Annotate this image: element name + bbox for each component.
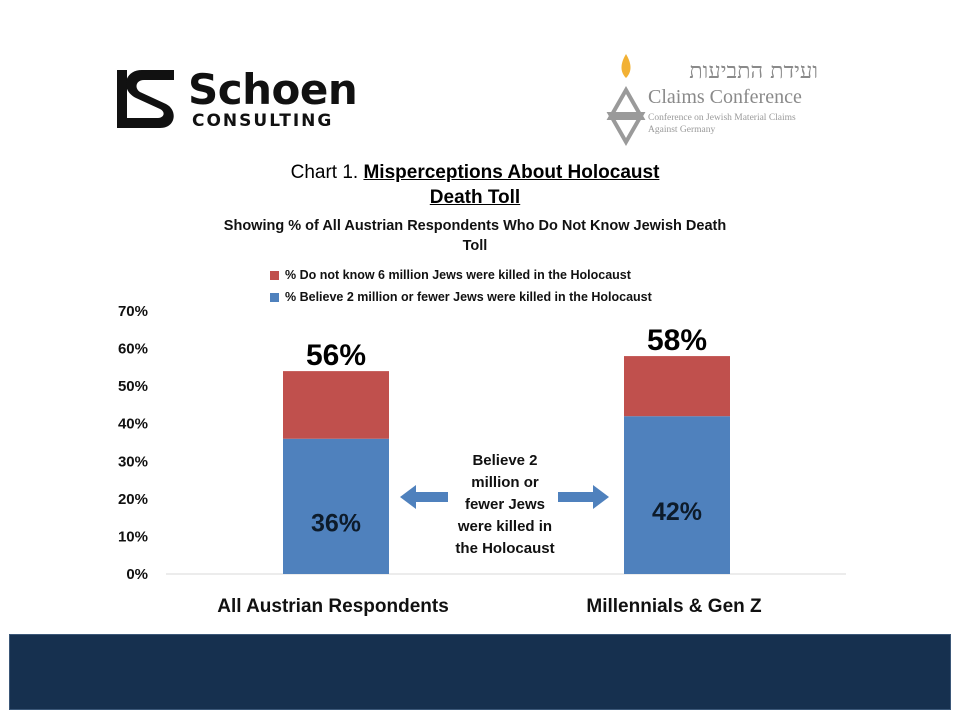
left-arrow-icon bbox=[400, 485, 448, 509]
legend-label-believe-2-million: % Believe 2 million or fewer Jews were k… bbox=[285, 290, 652, 304]
chart-subtitle-line1: Showing % of All Austrian Respondents Wh… bbox=[223, 218, 727, 234]
annotation-line-3: fewer Jews bbox=[464, 496, 546, 513]
bar-segment-dont-know bbox=[283, 371, 389, 439]
claims-conference-subtitle-line1: Conference on Jewish Material Claims bbox=[648, 113, 796, 123]
bar-segment-believe-2-million bbox=[283, 438, 389, 574]
y-tick-label: 20% bbox=[118, 491, 148, 508]
bar-total-label: 56% bbox=[306, 339, 366, 372]
claims-conference-hebrew: ועידת התביעות bbox=[689, 59, 818, 84]
bar-inner-label: 36% bbox=[311, 509, 361, 537]
y-tick-label: 0% bbox=[126, 566, 148, 583]
y-tick-label: 30% bbox=[118, 453, 148, 470]
bar-segment-believe-2-million bbox=[624, 416, 730, 574]
star-of-david-flame-icon bbox=[606, 54, 646, 147]
bar-total-label: 58% bbox=[647, 324, 707, 357]
y-tick-label: 60% bbox=[118, 341, 148, 358]
chart-title-line2: Death Toll bbox=[429, 187, 521, 208]
bar-segment-dont-know bbox=[624, 356, 730, 417]
bar-inner-label: 42% bbox=[652, 498, 702, 526]
y-axis: 0% 10% 20% 30% 40% 50% 60% 70% bbox=[118, 303, 148, 583]
y-tick-label: 70% bbox=[118, 303, 148, 320]
chart-title-line1: Misperceptions About Holocaust bbox=[363, 162, 660, 183]
y-tick-label: 50% bbox=[118, 378, 148, 395]
chart-subtitle-line2: Toll bbox=[462, 238, 488, 254]
legend-item-dont-know: % Do not know 6 million Jews were killed… bbox=[270, 264, 652, 286]
legend-label-dont-know: % Do not know 6 million Jews were killed… bbox=[285, 268, 631, 282]
footer-bar bbox=[9, 634, 951, 710]
schoen-consulting-logo: Schoen CONSULTING bbox=[114, 65, 358, 132]
claims-conference-subtitle-line2: Against Germany bbox=[648, 125, 716, 135]
right-arrow-icon bbox=[558, 485, 609, 509]
chart-subtitle: Showing % of All Austrian Respondents Wh… bbox=[190, 216, 760, 256]
schoen-logo-mark-icon bbox=[117, 70, 174, 128]
annotation-line-5: the Holocaust bbox=[455, 540, 555, 557]
y-tick-label: 40% bbox=[118, 416, 148, 433]
legend-swatch-blue bbox=[270, 292, 279, 302]
chart-title: Chart 1. Misperceptions About Holocaust … bbox=[250, 160, 700, 210]
y-tick-label: 10% bbox=[118, 528, 148, 545]
annotation-arrows bbox=[400, 485, 609, 509]
legend-swatch-red bbox=[270, 270, 279, 280]
consulting-wordmark: CONSULTING bbox=[192, 111, 334, 131]
claims-conference-name: Claims Conference bbox=[648, 86, 802, 108]
annotation-line-4: were killed in bbox=[457, 518, 553, 535]
x-category-label: All Austrian Respondents bbox=[217, 596, 449, 617]
bars-group: 56% 36% 58% 42% bbox=[283, 324, 730, 574]
x-axis-labels: All Austrian Respondents Millennials & Ge… bbox=[217, 596, 762, 617]
schoen-wordmark: Schoen bbox=[188, 65, 358, 114]
annotation-text: Believe 2 million or fewer Jews were kil… bbox=[440, 450, 570, 560]
x-category-label: Millennials & Gen Z bbox=[586, 596, 762, 617]
chart-title-prefix: Chart 1. bbox=[290, 162, 364, 183]
annotation-line-1: Believe 2 bbox=[472, 452, 538, 469]
claims-conference-logo: ועידת התביעות Claims Conference Conferen… bbox=[604, 52, 824, 148]
claims-conference-subtitle: Conference on Jewish Material Claims Aga… bbox=[648, 112, 828, 136]
chart-legend: % Do not know 6 million Jews were killed… bbox=[270, 264, 652, 308]
annotation-line-2: million or bbox=[471, 474, 539, 491]
legend-item-believe-2-million: % Believe 2 million or fewer Jews were k… bbox=[270, 286, 652, 308]
